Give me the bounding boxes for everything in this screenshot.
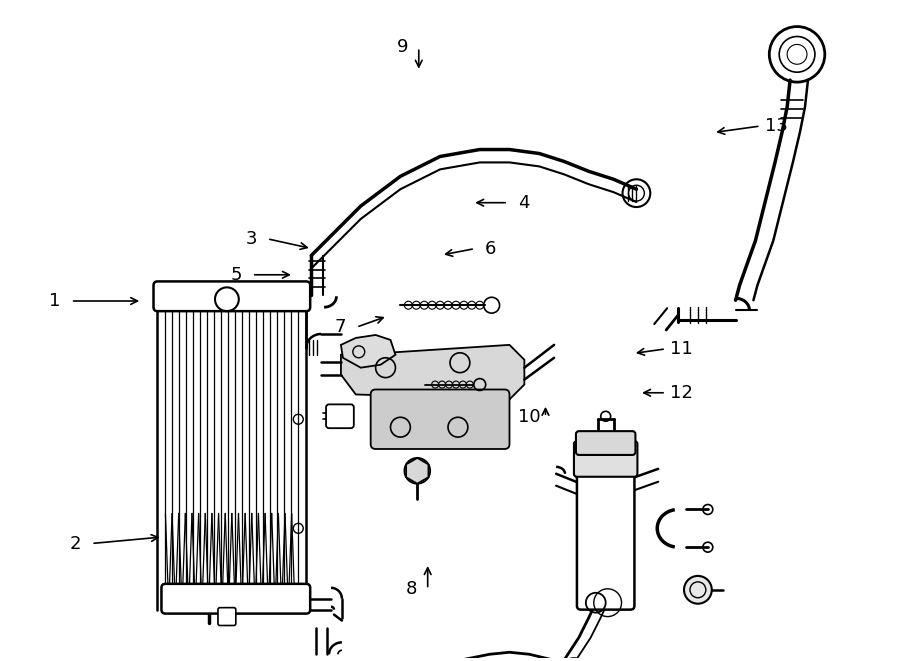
Text: 9: 9 [397,38,409,56]
Text: 5: 5 [230,266,242,284]
FancyBboxPatch shape [326,405,354,428]
FancyBboxPatch shape [154,282,310,311]
FancyBboxPatch shape [161,584,310,613]
Text: 10: 10 [518,408,541,426]
Text: 3: 3 [246,230,256,248]
Text: 6: 6 [485,239,497,258]
FancyBboxPatch shape [577,460,634,609]
Text: 2: 2 [69,535,81,553]
Polygon shape [406,458,428,484]
Text: 11: 11 [670,340,693,358]
Polygon shape [341,345,525,399]
Text: 4: 4 [518,194,529,212]
Text: 13: 13 [765,117,788,135]
Circle shape [684,576,712,603]
FancyBboxPatch shape [576,431,635,455]
Circle shape [404,458,430,484]
Text: 1: 1 [50,292,60,310]
FancyBboxPatch shape [371,389,509,449]
Text: 8: 8 [406,580,418,598]
FancyBboxPatch shape [574,441,637,477]
FancyBboxPatch shape [218,607,236,625]
Polygon shape [341,335,395,368]
Text: 12: 12 [670,384,693,402]
Text: 7: 7 [335,318,346,336]
